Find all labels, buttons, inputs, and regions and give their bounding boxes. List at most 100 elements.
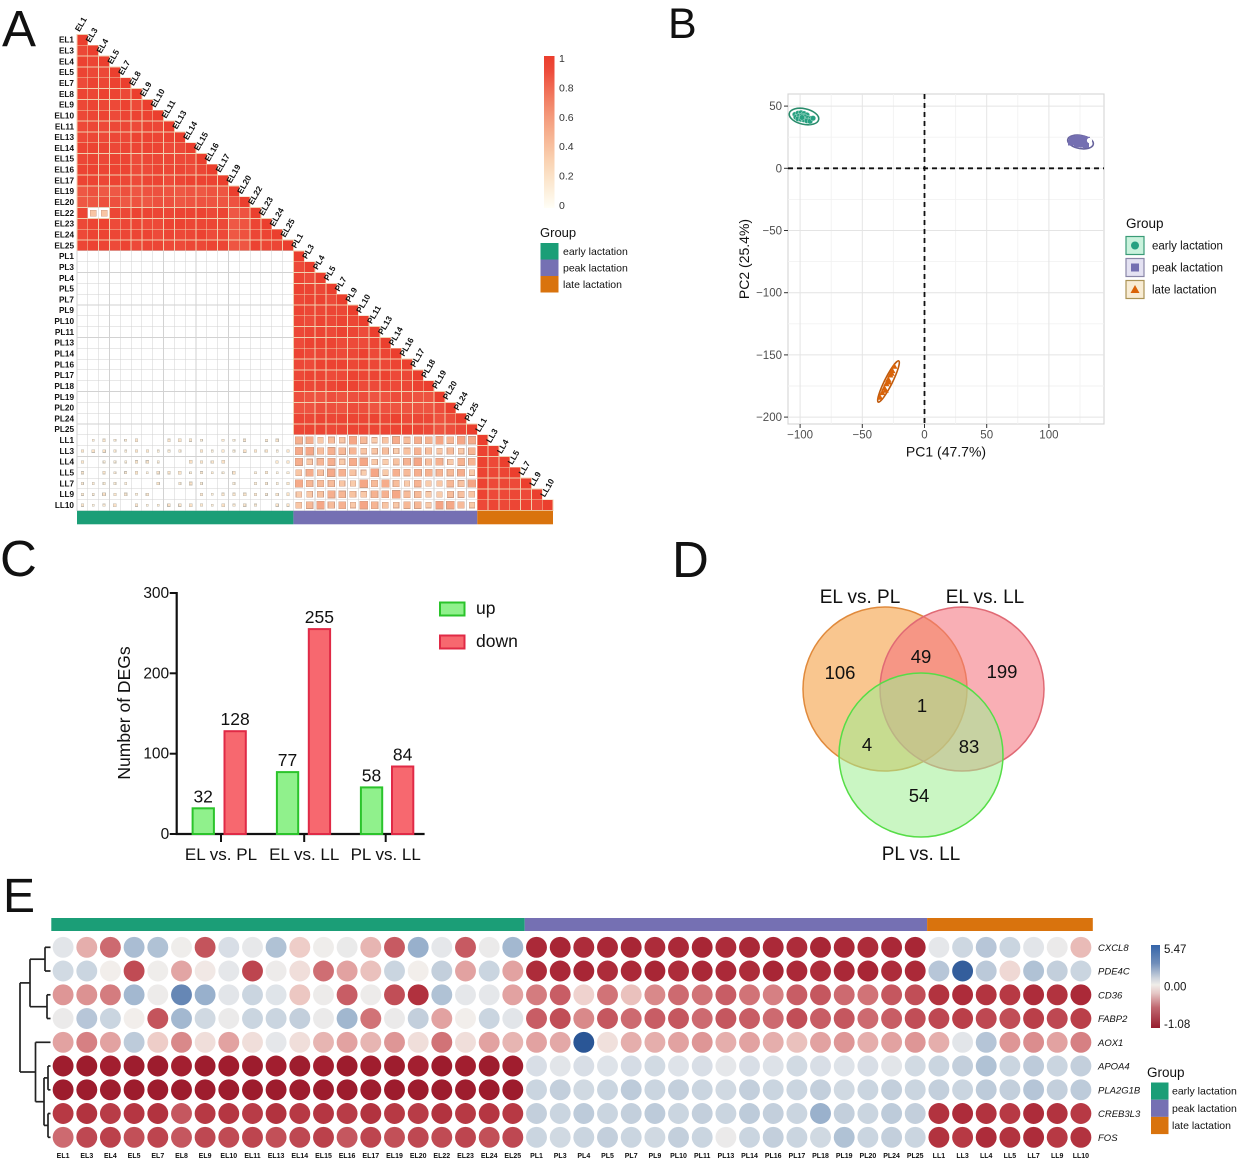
svg-text:early lactation: early lactation bbox=[1172, 1086, 1237, 1098]
svg-text:0: 0 bbox=[559, 200, 565, 212]
svg-text:EL1: EL1 bbox=[73, 15, 89, 34]
svg-text:PL9: PL9 bbox=[59, 306, 74, 315]
svg-text:100: 100 bbox=[1039, 430, 1058, 442]
svg-text:up: up bbox=[476, 598, 495, 618]
svg-text:EL4: EL4 bbox=[94, 36, 110, 55]
svg-text:PL16: PL16 bbox=[54, 360, 74, 369]
svg-text:0.2: 0.2 bbox=[559, 171, 574, 183]
svg-text:LL1: LL1 bbox=[59, 436, 74, 445]
svg-text:50: 50 bbox=[980, 430, 993, 442]
svg-text:32: 32 bbox=[193, 786, 212, 806]
svg-text:LL9: LL9 bbox=[527, 470, 543, 488]
svg-text:PL4: PL4 bbox=[577, 1153, 590, 1160]
svg-text:EL4: EL4 bbox=[104, 1153, 117, 1160]
svg-text:EL vs. LL: EL vs. LL bbox=[269, 845, 339, 864]
svg-text:-1.08: -1.08 bbox=[1164, 1019, 1190, 1031]
svg-text:PL24: PL24 bbox=[54, 414, 74, 423]
svg-text:50: 50 bbox=[769, 101, 782, 113]
svg-text:PL1: PL1 bbox=[530, 1153, 543, 1160]
svg-text:PL20: PL20 bbox=[860, 1153, 877, 1160]
svg-text:PC2 (25.4%): PC2 (25.4%) bbox=[736, 219, 752, 299]
svg-text:EL3: EL3 bbox=[83, 26, 99, 45]
svg-text:late lactation: late lactation bbox=[1172, 1120, 1231, 1132]
svg-text:83: 83 bbox=[959, 736, 980, 757]
svg-text:−50: −50 bbox=[762, 226, 782, 238]
svg-text:EL1: EL1 bbox=[59, 36, 74, 45]
svg-text:PL25: PL25 bbox=[907, 1153, 924, 1160]
svg-text:PDE4C: PDE4C bbox=[1098, 967, 1130, 978]
svg-text:0: 0 bbox=[161, 826, 170, 843]
svg-text:PLA2G1B: PLA2G1B bbox=[1098, 1085, 1141, 1096]
svg-text:EL24: EL24 bbox=[481, 1153, 498, 1160]
svg-text:EL7: EL7 bbox=[59, 79, 74, 88]
svg-text:EL22: EL22 bbox=[433, 1153, 450, 1160]
svg-text:PL1: PL1 bbox=[289, 231, 305, 250]
svg-text:0: 0 bbox=[776, 163, 782, 175]
svg-text:EL24: EL24 bbox=[54, 231, 74, 240]
svg-text:PL18: PL18 bbox=[54, 382, 74, 391]
svg-text:EL7: EL7 bbox=[151, 1153, 164, 1160]
svg-text:0.00: 0.00 bbox=[1164, 982, 1186, 994]
svg-text:PL25: PL25 bbox=[54, 425, 74, 434]
svg-text:EL vs. LL: EL vs. LL bbox=[946, 587, 1025, 608]
svg-text:1: 1 bbox=[559, 53, 565, 65]
svg-text:PL5: PL5 bbox=[321, 264, 337, 283]
svg-text:PL20: PL20 bbox=[54, 404, 74, 413]
svg-text:EL10: EL10 bbox=[220, 1153, 237, 1160]
svg-text:PL14: PL14 bbox=[54, 350, 74, 359]
svg-text:early lactation: early lactation bbox=[563, 246, 628, 258]
svg-text:LL3: LL3 bbox=[956, 1153, 969, 1160]
svg-text:EL14: EL14 bbox=[291, 1153, 308, 1160]
svg-text:54: 54 bbox=[909, 785, 930, 806]
svg-text:APOA4: APOA4 bbox=[1097, 1062, 1130, 1073]
svg-text:EL9: EL9 bbox=[59, 101, 74, 110]
svg-text:−100: −100 bbox=[756, 288, 782, 300]
svg-text:EL16: EL16 bbox=[54, 166, 74, 175]
svg-text:PL5: PL5 bbox=[601, 1153, 614, 1160]
svg-text:LL4: LL4 bbox=[980, 1153, 993, 1160]
svg-text:PL18: PL18 bbox=[812, 1153, 829, 1160]
svg-text:EL11: EL11 bbox=[244, 1153, 260, 1160]
svg-text:EL5: EL5 bbox=[105, 47, 121, 66]
svg-text:EL20: EL20 bbox=[410, 1153, 427, 1160]
svg-text:PL9: PL9 bbox=[648, 1153, 661, 1160]
svg-text:106: 106 bbox=[825, 662, 856, 683]
svg-text:PL19: PL19 bbox=[836, 1153, 853, 1160]
svg-text:CXCL8: CXCL8 bbox=[1098, 943, 1129, 954]
svg-text:EL22: EL22 bbox=[54, 209, 74, 218]
svg-text:PL17: PL17 bbox=[789, 1153, 806, 1160]
svg-text:LL10: LL10 bbox=[55, 501, 75, 510]
svg-text:EL9: EL9 bbox=[199, 1153, 212, 1160]
svg-text:PC1 (47.7%): PC1 (47.7%) bbox=[906, 444, 986, 460]
svg-text:LL4: LL4 bbox=[495, 437, 511, 455]
svg-text:peak lactation: peak lactation bbox=[1152, 263, 1223, 275]
svg-text:EL1: EL1 bbox=[57, 1153, 70, 1160]
svg-text:B: B bbox=[668, 0, 697, 48]
svg-text:EL19: EL19 bbox=[386, 1153, 403, 1160]
svg-text:PL3: PL3 bbox=[554, 1153, 567, 1160]
svg-text:PL vs. LL: PL vs. LL bbox=[882, 844, 961, 865]
svg-text:128: 128 bbox=[220, 709, 249, 729]
svg-text:PL11: PL11 bbox=[694, 1153, 710, 1160]
svg-text:PL13: PL13 bbox=[54, 339, 74, 348]
svg-text:EL17: EL17 bbox=[54, 176, 74, 185]
svg-text:0: 0 bbox=[921, 430, 927, 442]
svg-text:EL8: EL8 bbox=[175, 1153, 188, 1160]
svg-text:EL14: EL14 bbox=[54, 144, 74, 153]
svg-text:PL16: PL16 bbox=[765, 1153, 782, 1160]
svg-text:0.8: 0.8 bbox=[559, 82, 574, 94]
svg-text:CD36: CD36 bbox=[1098, 990, 1123, 1001]
svg-text:peak lactation: peak lactation bbox=[1172, 1103, 1237, 1115]
svg-text:Group: Group bbox=[1126, 216, 1164, 231]
svg-text:down: down bbox=[476, 631, 518, 651]
svg-text:EL5: EL5 bbox=[128, 1153, 141, 1160]
svg-text:Number of DEGs: Number of DEGs bbox=[114, 646, 134, 779]
svg-text:PL3: PL3 bbox=[300, 242, 316, 261]
svg-text:peak lactation: peak lactation bbox=[563, 263, 628, 275]
svg-text:5.47: 5.47 bbox=[1164, 944, 1186, 956]
svg-text:D: D bbox=[672, 531, 709, 588]
svg-text:PL14: PL14 bbox=[741, 1153, 758, 1160]
svg-text:LL1: LL1 bbox=[473, 415, 489, 433]
svg-text:EL8: EL8 bbox=[127, 69, 143, 88]
svg-text:PL7: PL7 bbox=[59, 295, 74, 304]
